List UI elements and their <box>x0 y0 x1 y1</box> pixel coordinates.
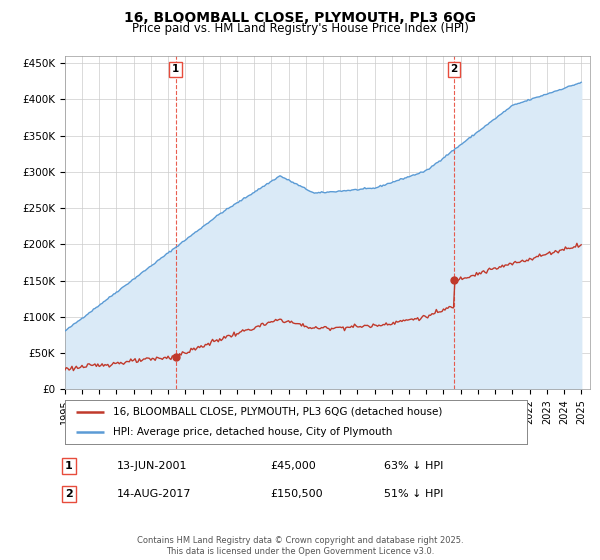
Text: 16, BLOOMBALL CLOSE, PLYMOUTH, PL3 6QG: 16, BLOOMBALL CLOSE, PLYMOUTH, PL3 6QG <box>124 11 476 25</box>
Text: 51% ↓ HPI: 51% ↓ HPI <box>384 489 443 499</box>
Text: Contains HM Land Registry data © Crown copyright and database right 2025.
This d: Contains HM Land Registry data © Crown c… <box>137 536 463 556</box>
Text: 14-AUG-2017: 14-AUG-2017 <box>117 489 191 499</box>
Text: 2: 2 <box>451 64 458 74</box>
Text: £45,000: £45,000 <box>270 461 316 471</box>
Text: 16, BLOOMBALL CLOSE, PLYMOUTH, PL3 6QG (detached house): 16, BLOOMBALL CLOSE, PLYMOUTH, PL3 6QG (… <box>113 407 443 417</box>
Text: 1: 1 <box>65 461 73 471</box>
Text: 13-JUN-2001: 13-JUN-2001 <box>117 461 187 471</box>
Text: 2: 2 <box>65 489 73 499</box>
Text: 1: 1 <box>172 64 179 74</box>
Text: Price paid vs. HM Land Registry's House Price Index (HPI): Price paid vs. HM Land Registry's House … <box>131 22 469 35</box>
Text: HPI: Average price, detached house, City of Plymouth: HPI: Average price, detached house, City… <box>113 427 392 437</box>
Text: 63% ↓ HPI: 63% ↓ HPI <box>384 461 443 471</box>
Text: £150,500: £150,500 <box>270 489 323 499</box>
